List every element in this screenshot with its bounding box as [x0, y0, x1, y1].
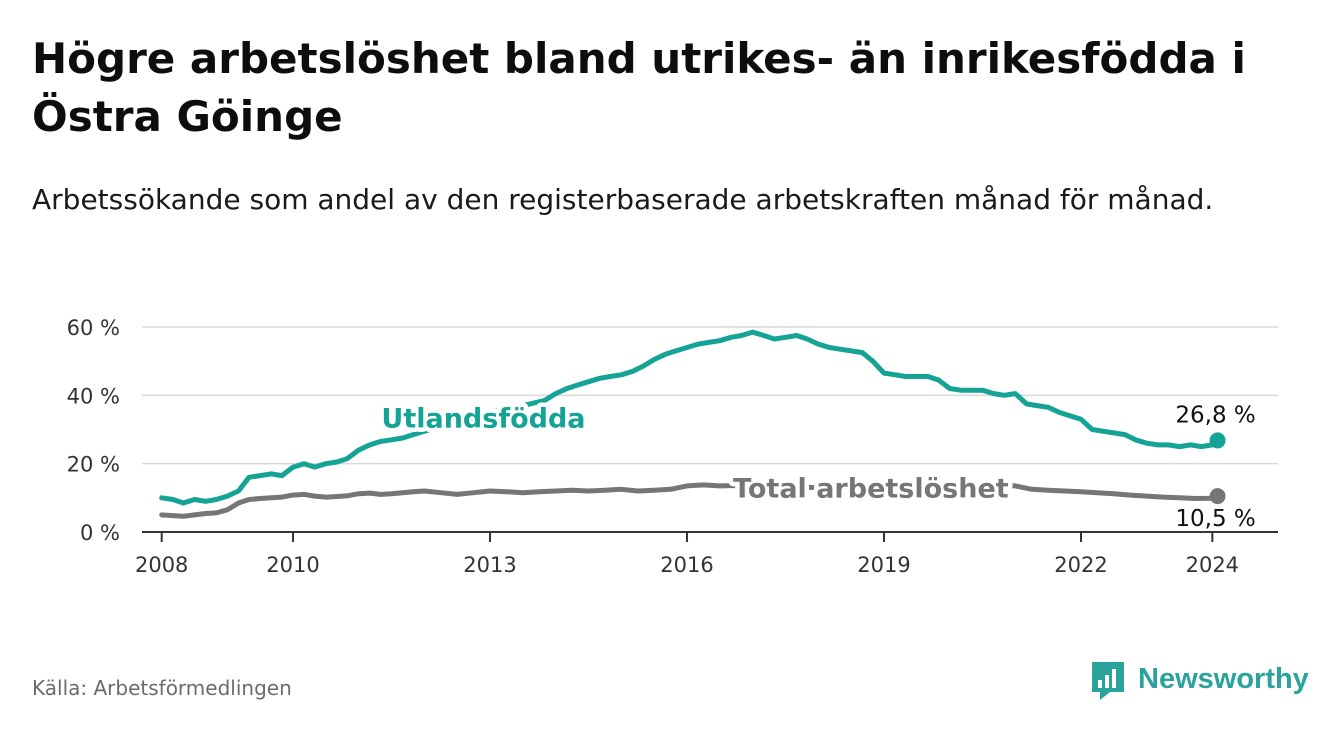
series-labels: Utlandsfödda Total arbetslöshet 26,8 % 10,5… [377, 399, 1259, 535]
series-label-utlandsfodda: Utlandsfödda [381, 404, 585, 435]
x-tick-label: 2013 [463, 553, 516, 577]
gridlines [142, 326, 1278, 465]
series-lines [159, 329, 1226, 519]
series-label-total: Total arbetslöshet [733, 474, 1009, 505]
end-marker-utlandsfodda [1209, 432, 1226, 449]
y-tick-label: 0 % [80, 521, 120, 545]
x-tick-label: 2024 [1186, 553, 1239, 577]
line-chart: Utlandsfödda Total arbetslöshet 26,8 % 10,5… [67, 316, 1278, 577]
end-label-total: 10,5 % [1175, 506, 1255, 532]
x-tick-label: 2008 [135, 553, 188, 577]
x-tick-label: 2022 [1054, 553, 1107, 577]
y-tick-label: 40 % [67, 384, 120, 408]
brand-logo[interactable]: Newsworthy [1088, 660, 1309, 706]
axes: 0 % 20 % 40 % 60 % 2008 2010 2013 2016 2019 2022 2… [67, 316, 1278, 577]
x-tick-label: 2016 [660, 553, 713, 577]
brand-name: Newsworthy [1138, 663, 1309, 695]
x-tick-label: 2019 [857, 553, 910, 577]
x-tick-label: 2010 [266, 553, 319, 577]
chart-title: Högre arbetslöshet bland utrikes- än inr… [32, 34, 1246, 141]
chart-subtitle: Arbetssökande som andel av den registerb… [32, 183, 1214, 216]
y-tick-label: 60 % [67, 316, 120, 340]
source-note: Källa: Arbetsförmedlingen [32, 676, 292, 700]
y-tick-label: 20 % [67, 453, 120, 477]
series-line-total [159, 482, 1221, 519]
end-marker-total [1209, 488, 1226, 505]
end-label-utlandsfodda: 26,8 % [1175, 402, 1255, 428]
series-line-utlandsfodda [159, 329, 1221, 506]
newsworthy-icon [1092, 662, 1124, 700]
